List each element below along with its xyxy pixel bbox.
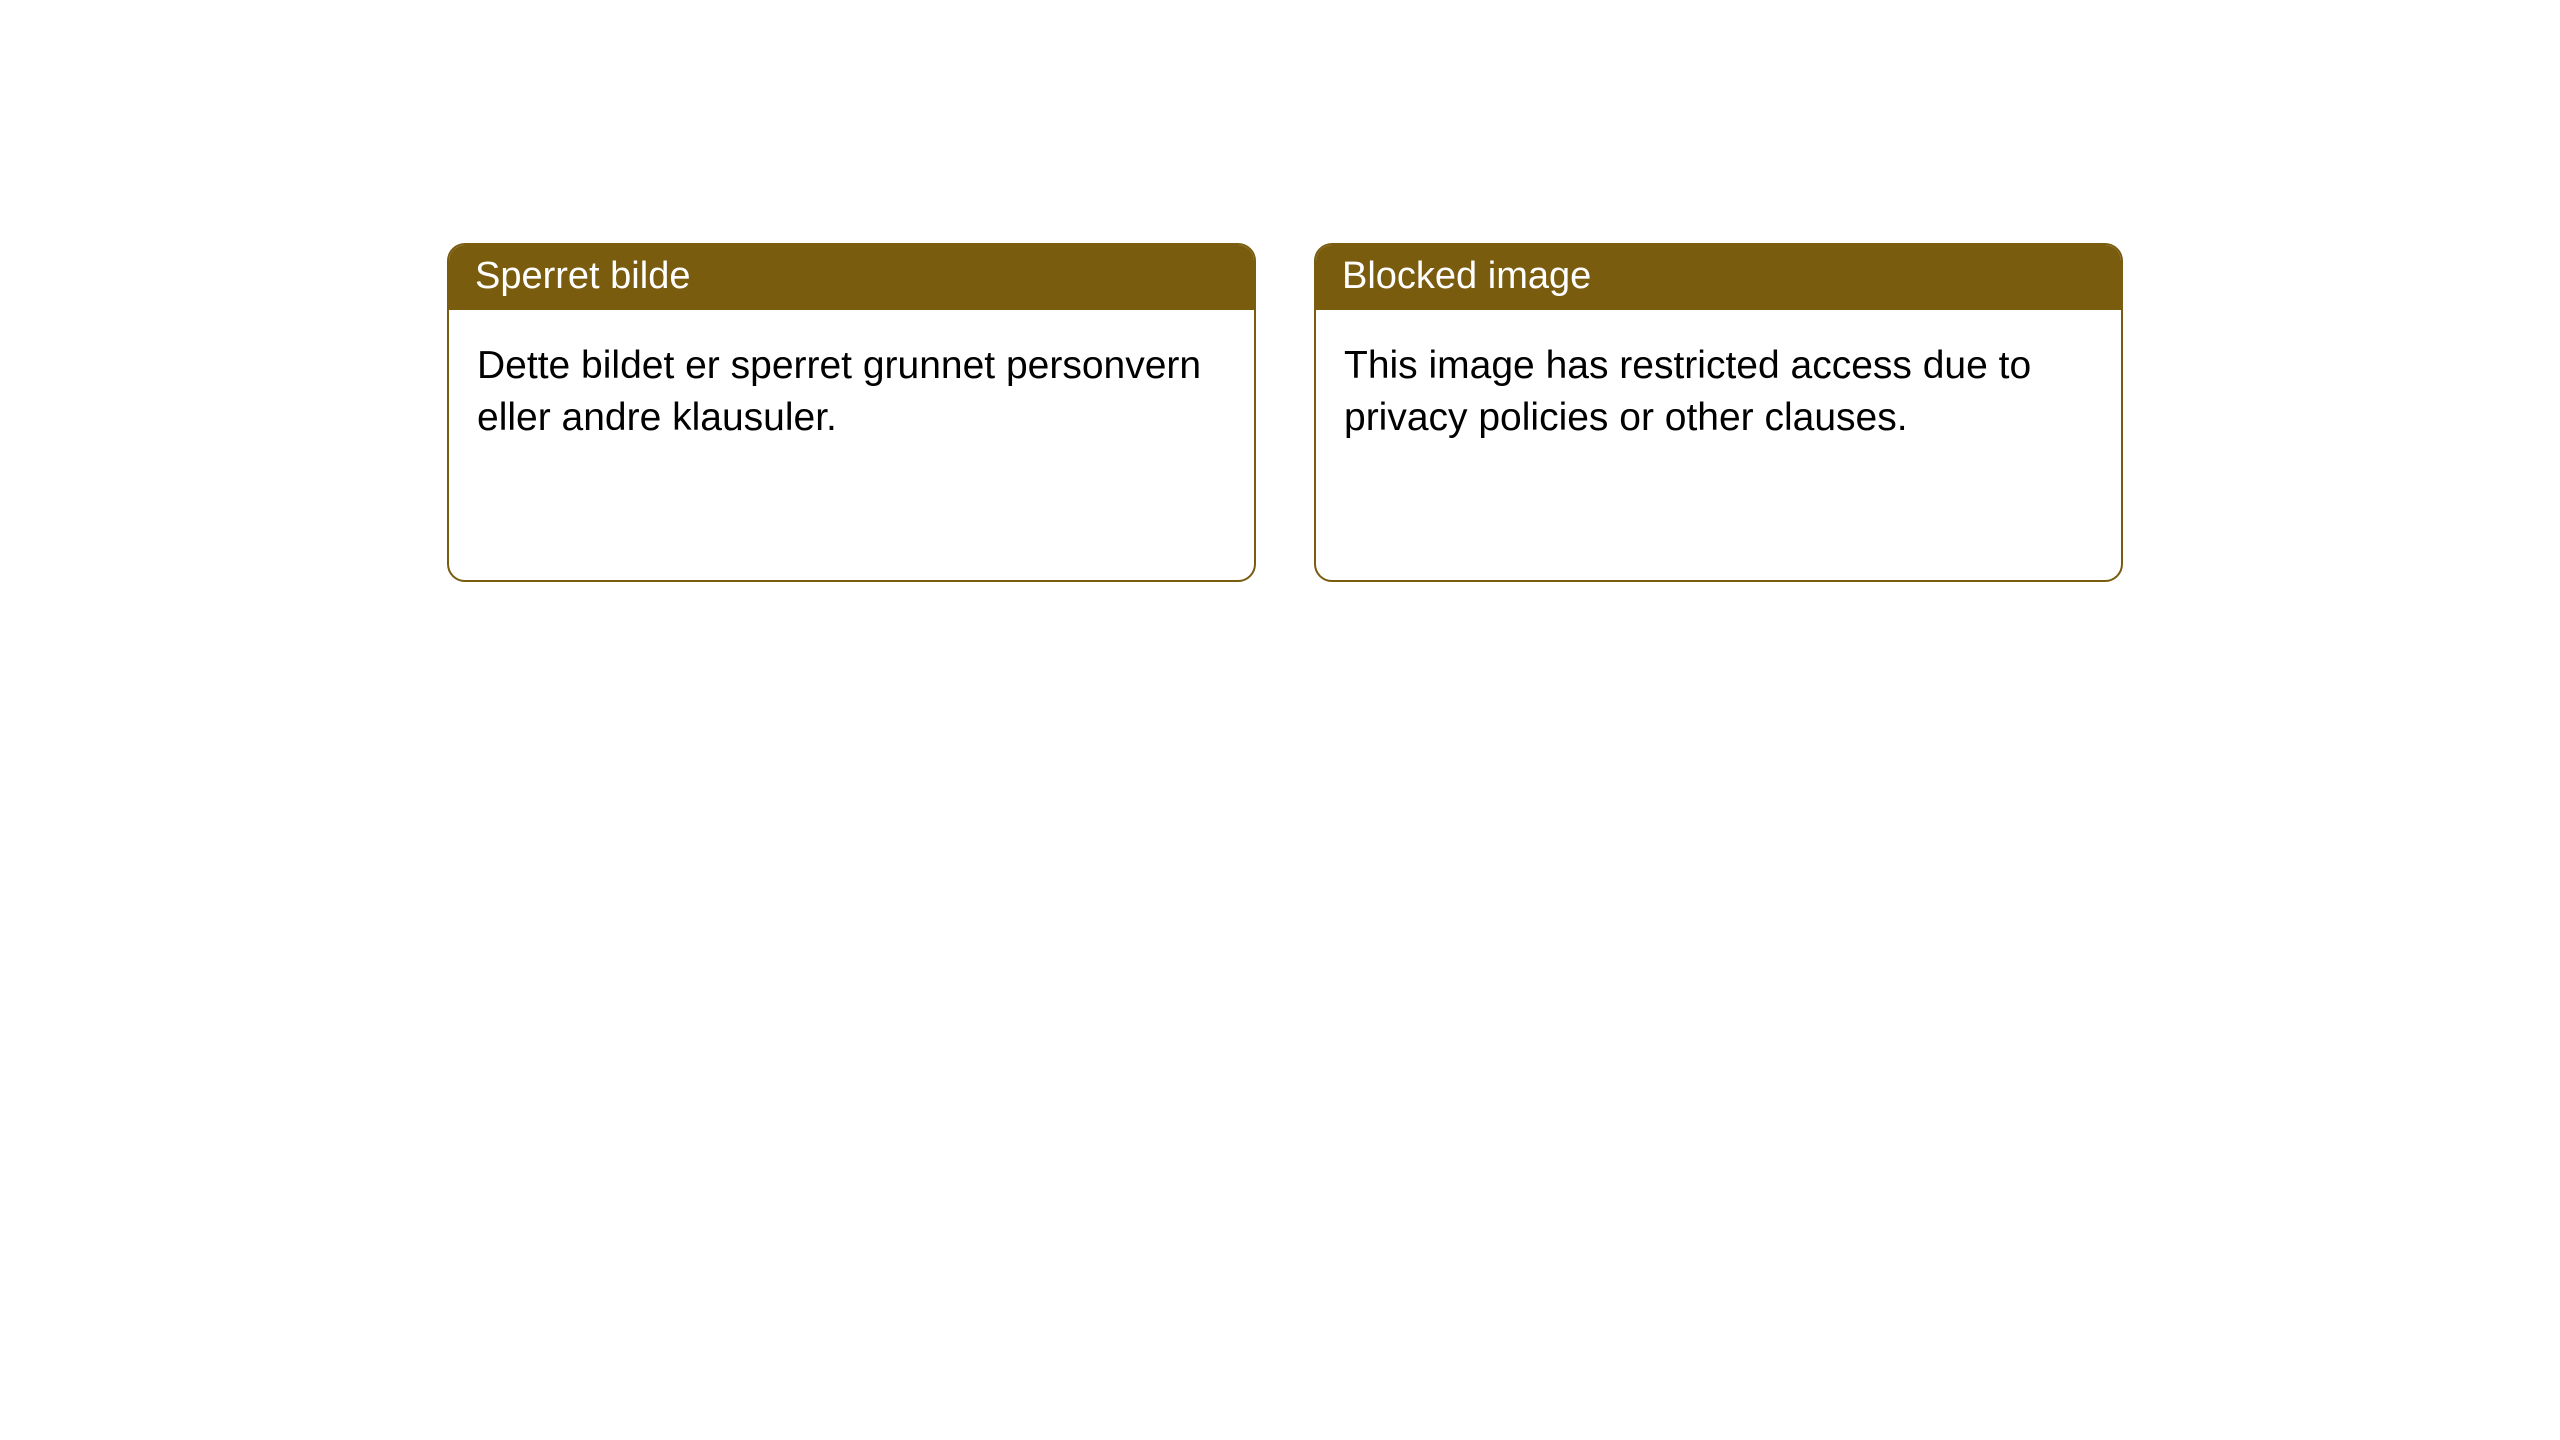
notice-card-english: Blocked image This image has restricted … xyxy=(1314,243,2123,582)
notice-container: Sperret bilde Dette bildet er sperret gr… xyxy=(447,243,2123,582)
notice-text: Dette bildet er sperret grunnet personve… xyxy=(477,344,1201,440)
notice-title: Sperret bilde xyxy=(475,255,690,297)
notice-title: Blocked image xyxy=(1342,255,1591,297)
notice-header: Blocked image xyxy=(1316,245,2121,310)
notice-card-norwegian: Sperret bilde Dette bildet er sperret gr… xyxy=(447,243,1256,582)
notice-body: Dette bildet er sperret grunnet personve… xyxy=(449,310,1254,475)
notice-text: This image has restricted access due to … xyxy=(1344,344,2031,440)
notice-body: This image has restricted access due to … xyxy=(1316,310,2121,475)
notice-header: Sperret bilde xyxy=(449,245,1254,310)
